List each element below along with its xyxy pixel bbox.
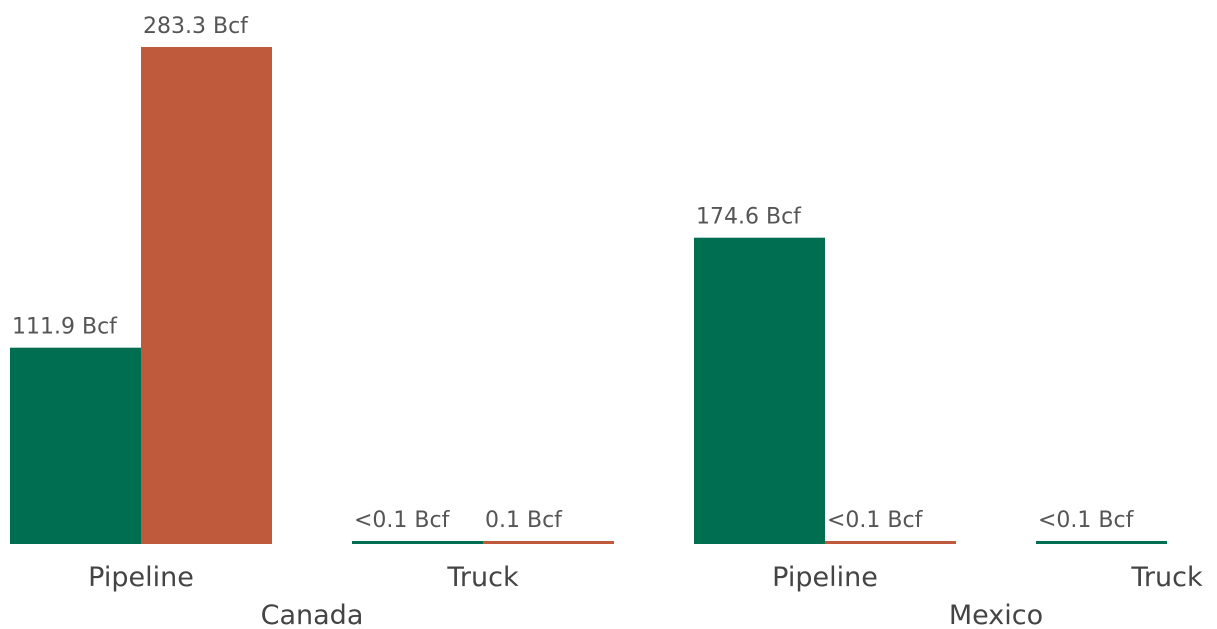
category-label: Truck xyxy=(1130,562,1203,593)
category-label: Pipeline xyxy=(772,562,878,593)
value-label: <0.1 Bcf xyxy=(354,508,451,533)
category-labels-layer: Pipeline Truck Pipeline Truck xyxy=(88,562,1203,593)
value-label: 283.3 Bcf xyxy=(143,14,249,39)
group-labels-layer: Canada Mexico xyxy=(261,600,1044,629)
bar-mexico-pipeline-1 xyxy=(825,541,956,544)
bar-mexico-pipeline-0 xyxy=(694,237,825,545)
group-label-mexico: Mexico xyxy=(949,600,1043,629)
category-label: Pipeline xyxy=(88,562,194,593)
value-label: <0.1 Bcf xyxy=(1038,508,1135,533)
bar-mexico-truck-0 xyxy=(1036,541,1167,544)
value-labels-layer: 111.9 Bcf 283.3 Bcf <0.1 Bcf 0.1 Bcf 174.6 B… xyxy=(12,14,1135,533)
value-label: 111.9 Bcf xyxy=(12,315,118,340)
bar-canada-pipeline-0 xyxy=(10,347,141,544)
value-label: 174.6 Bcf xyxy=(696,205,802,230)
value-label: <0.1 Bcf xyxy=(827,508,924,533)
bar-canada-truck-0 xyxy=(352,541,483,544)
bar-canada-truck-1 xyxy=(483,541,614,544)
bar-canada-pipeline-1 xyxy=(141,47,272,544)
bars-layer xyxy=(10,47,1167,545)
value-label: 0.1 Bcf xyxy=(485,508,563,533)
category-label: Truck xyxy=(446,562,519,593)
group-label-canada: Canada xyxy=(261,600,364,629)
